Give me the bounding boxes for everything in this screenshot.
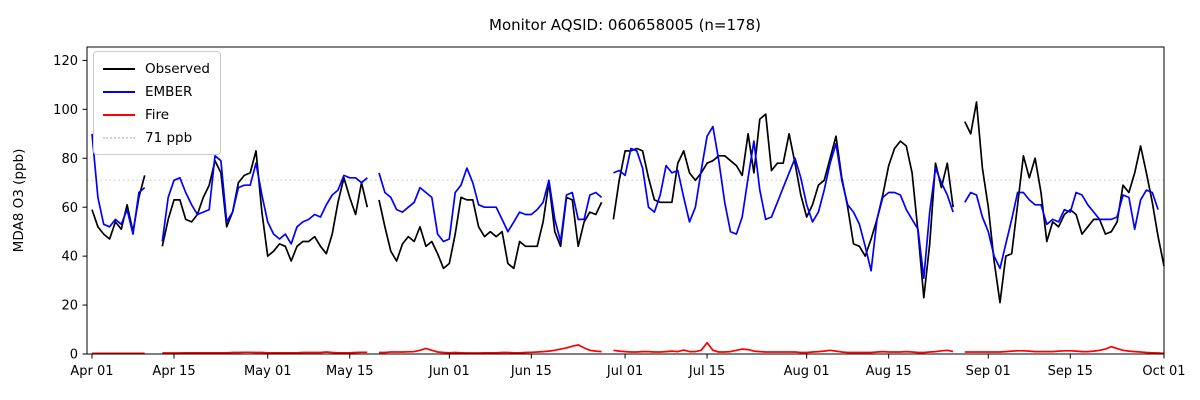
ember-line-sample (103, 90, 135, 93)
x-tick-label: Apr 01 (70, 364, 113, 379)
legend-item-fire: Fire (103, 103, 210, 126)
series-lines-group (91, 101, 1165, 355)
fire-line-sample (103, 113, 135, 116)
x-tick-label: Aug 01 (784, 364, 830, 379)
chart-title: Monitor AQSID: 060658005 (n=178) (489, 16, 761, 34)
threshold-line-sample (103, 136, 135, 139)
legend-item-ember: EMBER (103, 80, 210, 103)
observed-line (91, 101, 1165, 304)
x-tick-label: Oct 01 (1142, 364, 1185, 379)
y-tick-label: 100 (53, 103, 78, 118)
x-tick-label: Sep 15 (1048, 364, 1093, 379)
legend-label-ember: EMBER (145, 83, 193, 100)
ember-line (91, 125, 1159, 280)
legend-label-fire: Fire (145, 106, 170, 123)
plot-area-border (86, 46, 1165, 355)
legend-item-threshold: 71 ppb (103, 126, 210, 149)
y-tick-label: 80 (61, 152, 78, 167)
x-tick-label: Jul 01 (606, 364, 643, 379)
y-tick-label: 0 (70, 348, 78, 363)
y-tick-label: 120 (53, 54, 78, 69)
axis-ticks-group: Apr 01 Apr 15 May 01 May 15 Jun 01 Jun 15 Jul … (53, 54, 1185, 379)
y-tick-label: 40 (61, 250, 78, 265)
legend-item-observed: Observed (103, 57, 210, 80)
x-tick-label: Aug 15 (866, 364, 912, 379)
x-tick-label: Jun 01 (428, 364, 470, 379)
observed-line-sample (103, 67, 135, 70)
legend-label-threshold: 71 ppb (145, 129, 193, 146)
x-tick-label: May 01 (244, 364, 292, 379)
y-tick-label: 20 (61, 299, 78, 314)
y-axis-label: MDA8 O3 (ppb) (11, 149, 27, 253)
x-tick-label: Sep 01 (966, 364, 1011, 379)
x-tick-label: May 15 (326, 364, 374, 379)
x-tick-label: Jun 15 (510, 364, 552, 379)
x-tick-label: Apr 15 (152, 364, 195, 379)
legend-box: Observed EMBER Fire 71 ppb (93, 51, 221, 155)
y-tick-label: 60 (61, 201, 78, 216)
x-tick-label: Jul 15 (688, 364, 725, 379)
legend-label-observed: Observed (145, 60, 210, 77)
fire-line (92, 341, 1165, 355)
